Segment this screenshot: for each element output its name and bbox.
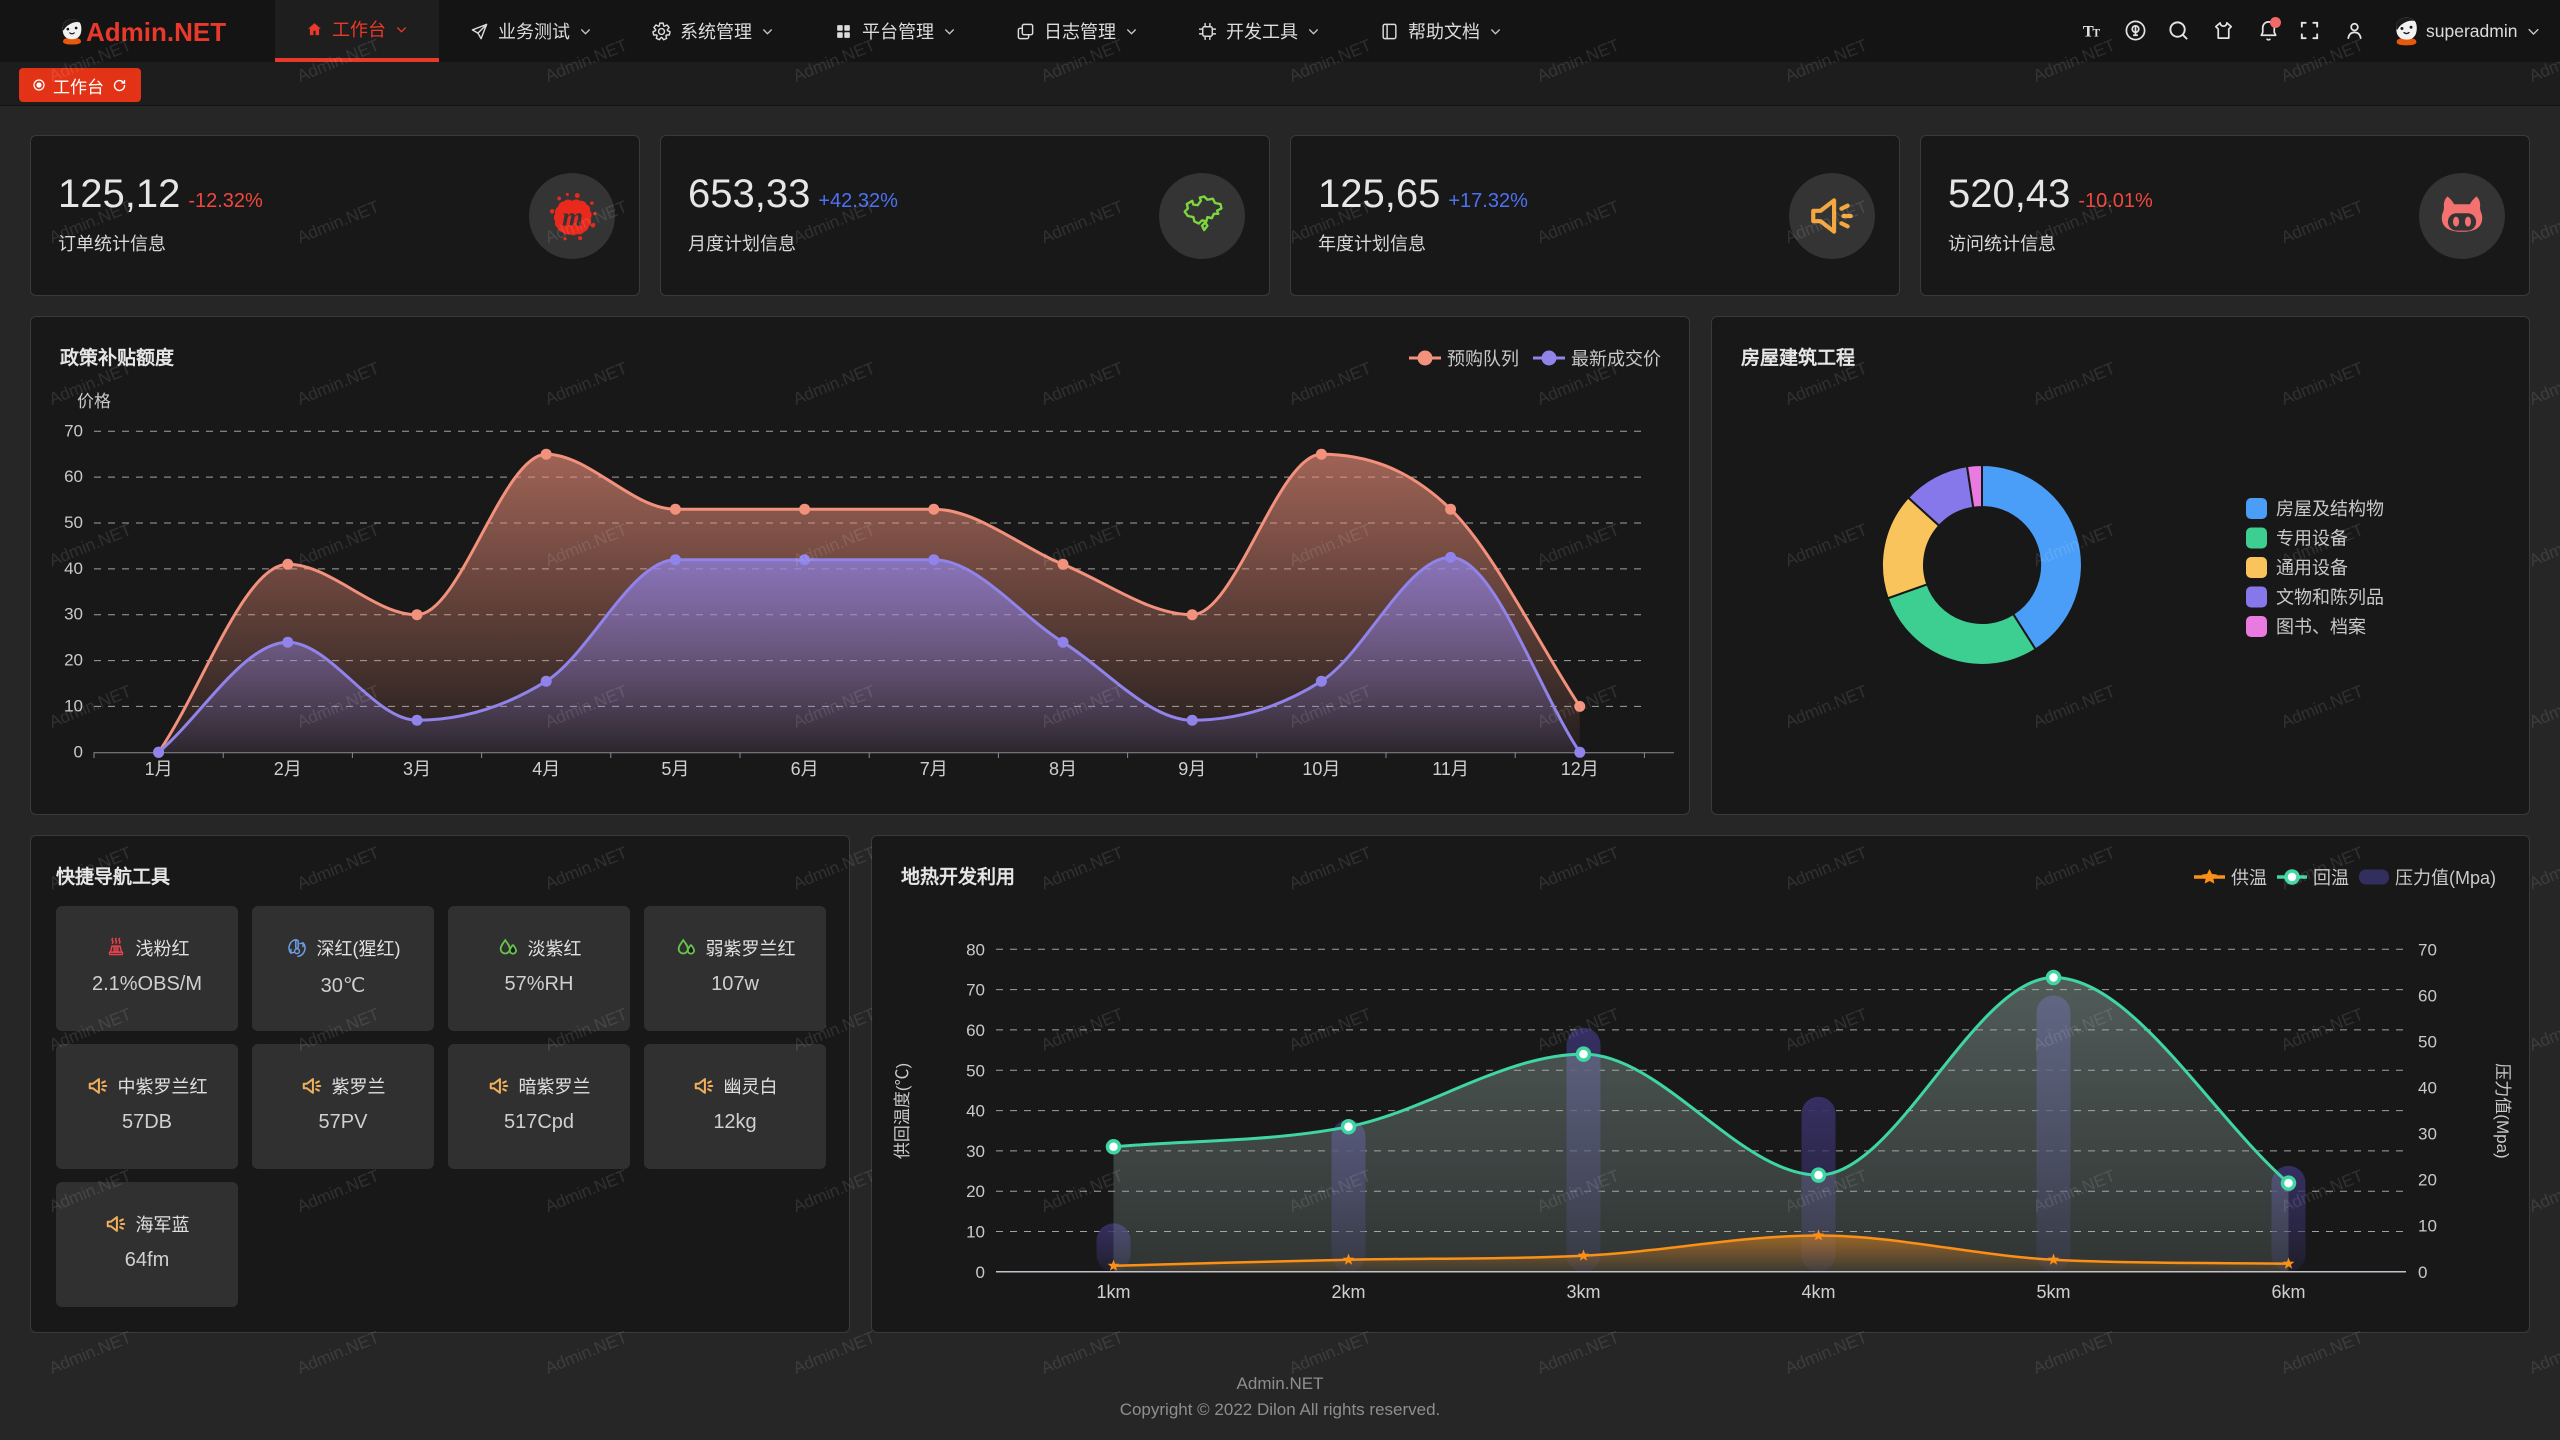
svg-text:3月: 3月 [403,759,431,779]
svg-text:10: 10 [64,696,83,715]
svg-text:0: 0 [74,742,83,761]
svg-text:30: 30 [966,1142,985,1161]
svg-text:专用设备: 专用设备 [2276,529,2348,549]
svg-text:2km: 2km [1331,1282,1365,1302]
svg-text:10月: 10月 [1302,759,1340,779]
svg-text:11月: 11月 [1432,759,1469,779]
svg-text:4km: 4km [1801,1282,1835,1302]
svg-text:房屋及结构物: 房屋及结构物 [2276,499,2384,519]
svg-text:40: 40 [64,559,83,578]
svg-text:60: 60 [966,1021,985,1040]
svg-text:供回温度(℃): 供回温度(℃) [893,1063,912,1159]
svg-text:价格: 价格 [77,392,111,411]
svg-text:文物和陈列品: 文物和陈列品 [2276,588,2384,608]
svg-text:50: 50 [2418,1033,2437,1052]
svg-text:6月: 6月 [791,759,819,779]
svg-text:20: 20 [64,651,83,670]
svg-text:8月: 8月 [1049,759,1077,779]
svg-text:3km: 3km [1566,1282,1600,1302]
svg-text:T: T [2092,27,2100,39]
svg-text:50: 50 [64,513,83,532]
svg-text:2月: 2月 [274,759,302,779]
svg-text:图书、档案: 图书、档案 [2276,617,2366,637]
svg-text:压力值(Mpa): 压力值(Mpa) [2493,1063,2512,1158]
svg-text:40: 40 [2418,1079,2437,1098]
svg-text:30: 30 [2418,1125,2437,1144]
svg-text:5km: 5km [2036,1282,2070,1302]
svg-text:60: 60 [2418,986,2437,1005]
svg-text:10: 10 [966,1223,985,1242]
svg-text:m: m [562,201,583,231]
svg-text:20: 20 [966,1182,985,1201]
svg-text:0: 0 [2418,1263,2427,1282]
svg-text:30: 30 [64,605,83,624]
svg-text:70: 70 [2418,940,2437,959]
svg-text:50: 50 [966,1061,985,1080]
svg-text:12月: 12月 [1561,759,1599,779]
svg-text:20: 20 [2418,1171,2437,1190]
svg-text:0: 0 [976,1263,985,1282]
svg-text:70: 70 [966,981,985,1000]
svg-text:80: 80 [966,940,985,959]
svg-text:40: 40 [966,1102,985,1121]
svg-text:1km: 1km [1096,1282,1130,1302]
svg-text:5月: 5月 [661,759,689,779]
svg-text:10: 10 [2418,1217,2437,1236]
svg-text:通用设备: 通用设备 [2276,558,2348,578]
svg-text:7月: 7月 [920,759,948,779]
svg-text:4月: 4月 [532,759,560,779]
svg-text:6km: 6km [2271,1282,2305,1302]
svg-text:9月: 9月 [1178,759,1206,779]
svg-text:60: 60 [64,467,83,486]
svg-text:1月: 1月 [145,759,173,779]
svg-text:70: 70 [64,421,83,440]
